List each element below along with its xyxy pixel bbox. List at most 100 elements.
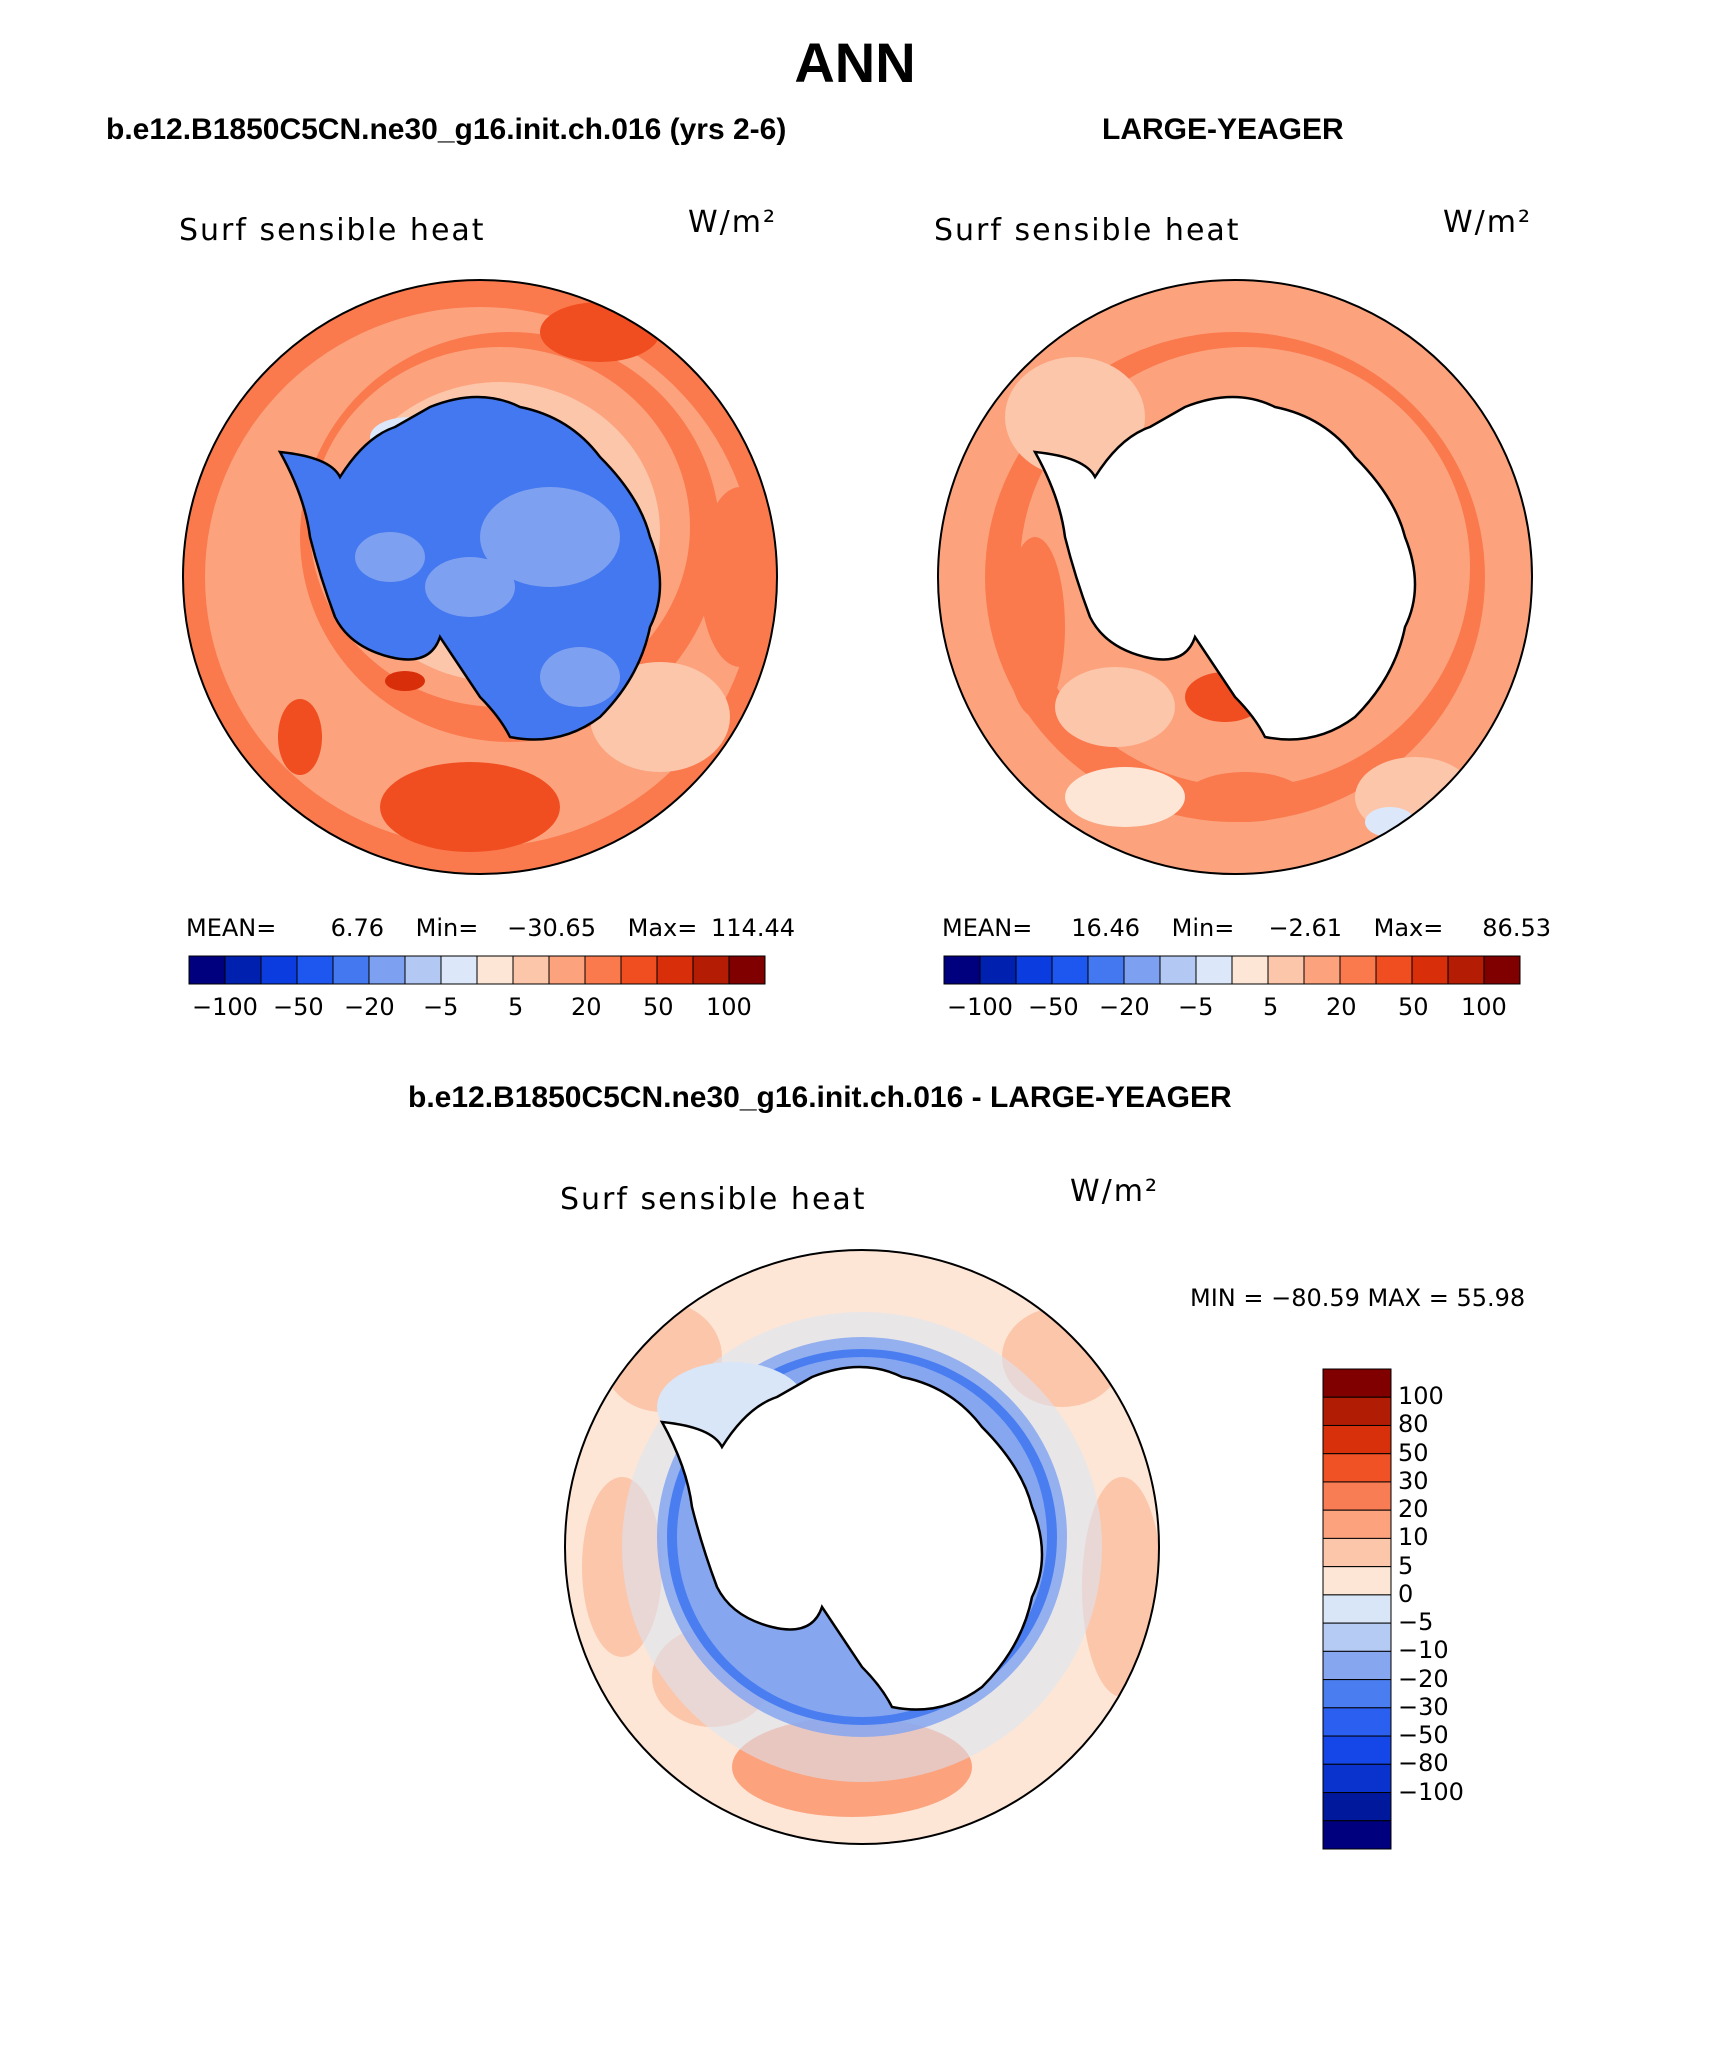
cb-tick: −10	[1398, 1636, 1449, 1664]
colorbar-swatch	[1322, 1679, 1392, 1709]
colorbar-swatch	[548, 955, 586, 985]
colorbar-swatch	[1483, 955, 1521, 985]
cb-tick: −80	[1398, 1749, 1449, 1777]
contour-band	[540, 302, 660, 362]
colorbar-swatch	[1322, 1820, 1392, 1850]
max-value: 86.53	[1482, 914, 1551, 942]
min-label: Min=	[1171, 914, 1235, 942]
top-left-polar-map	[182, 279, 778, 875]
top-left-units-label: W/m²	[688, 205, 778, 240]
colorbar-swatch	[1322, 1707, 1392, 1737]
colorbar-swatch	[512, 955, 550, 985]
min-value: −2.61	[1268, 914, 1342, 942]
contour-band	[1082, 1477, 1159, 1697]
top-right-stats: MEAN= 16.46 Min= −2.61 Max= 86.53	[942, 914, 1551, 942]
colorbar-swatch	[1159, 955, 1197, 985]
contour-band	[355, 532, 425, 582]
contour-band	[1005, 537, 1065, 717]
colorbar-swatch	[1322, 1537, 1392, 1568]
cb-tick: −100	[192, 993, 258, 1021]
colorbar-swatch	[260, 955, 298, 985]
cb-tick: 0	[1398, 1580, 1414, 1608]
colorbar-swatch	[1322, 1396, 1392, 1426]
cb-tick: −100	[1398, 1778, 1464, 1806]
top-left-variable-label: Surf sensible heat	[179, 213, 486, 248]
map-boundary	[564, 1249, 1160, 1845]
cb-tick: 5	[1263, 993, 1279, 1021]
colorbar-swatch	[1447, 955, 1485, 985]
colorbar-swatch	[1322, 1368, 1392, 1398]
cb-tick: 5	[1398, 1552, 1414, 1580]
top-right-case-title: LARGE-YEAGER	[1102, 113, 1344, 146]
cb-tick: 80	[1398, 1410, 1429, 1438]
cb-tick: −50	[1398, 1721, 1449, 1749]
cb-tick: 100	[706, 993, 752, 1021]
cb-tick: 20	[1398, 1495, 1429, 1523]
colorbar-swatch	[1375, 955, 1413, 985]
antarctica-landmass	[659, 1365, 1044, 1711]
contour-band	[590, 662, 730, 772]
max-value: 114.44	[711, 914, 795, 942]
colorbar-swatch	[440, 955, 478, 985]
colorbar-swatch	[224, 955, 262, 985]
mean-value: 16.46	[1071, 914, 1140, 942]
min-label: Min=	[415, 914, 479, 942]
contour-band	[1065, 767, 1185, 827]
colorbar-swatch	[1322, 1594, 1392, 1624]
colorbar-swatch	[188, 955, 226, 985]
min-value: −30.65	[507, 914, 596, 942]
colorbar-swatch	[943, 955, 981, 985]
top-right-variable-label: Surf sensible heat	[934, 213, 1241, 248]
colorbar-swatch	[368, 955, 406, 985]
map-boundary	[182, 279, 778, 875]
colorbar-swatch	[1322, 1763, 1392, 1794]
colorbar-swatch	[332, 955, 370, 985]
colorbar-swatch	[1195, 955, 1233, 985]
cb-tick: −100	[947, 993, 1013, 1021]
contour-band	[480, 487, 620, 587]
colorbar-swatch	[620, 955, 658, 985]
colorbar-swatch	[1322, 1424, 1392, 1455]
colorbar-swatch	[1051, 955, 1089, 985]
mean-value: 6.76	[330, 914, 384, 942]
top-left-stats: MEAN= 6.76 Min= −30.65 Max= 114.44	[186, 914, 795, 942]
colorbar-swatch	[584, 955, 622, 985]
cb-tick: −20	[344, 993, 395, 1021]
bottom-colorbar	[1322, 1368, 1392, 1850]
cb-tick: 20	[571, 993, 602, 1021]
contour-band	[1055, 667, 1175, 747]
colorbar-swatch	[1339, 955, 1377, 985]
cb-tick: −50	[1028, 993, 1079, 1021]
colorbar-swatch	[1123, 955, 1161, 985]
colorbar-swatch	[728, 955, 766, 985]
colorbar-swatch	[1267, 955, 1305, 985]
top-right-units-label: W/m²	[1443, 205, 1533, 240]
colorbar-swatch	[1322, 1566, 1392, 1596]
contour-band	[385, 671, 425, 691]
map-boundary	[937, 279, 1533, 875]
colorbar-swatch	[1322, 1509, 1392, 1539]
cb-tick: −20	[1099, 993, 1150, 1021]
cb-tick: −20	[1398, 1665, 1449, 1693]
contour-band	[540, 647, 620, 707]
contour-band	[278, 699, 322, 775]
bottom-variable-label: Surf sensible heat	[560, 1182, 867, 1217]
contour-band	[380, 762, 560, 852]
top-right-colorbar	[943, 955, 1521, 985]
cb-tick: 100	[1461, 993, 1507, 1021]
colorbar-swatch	[1303, 955, 1341, 985]
cb-tick: −5	[1398, 1608, 1434, 1636]
top-right-polar-map	[937, 279, 1533, 875]
contour-band	[1365, 807, 1415, 837]
contour-band	[1005, 357, 1145, 477]
cb-tick: 5	[508, 993, 524, 1021]
cb-tick: −30	[1398, 1693, 1449, 1721]
colorbar-swatch	[296, 955, 334, 985]
mean-label: MEAN=	[186, 914, 277, 942]
colorbar-swatch	[404, 955, 442, 985]
colorbar-swatch	[1322, 1650, 1392, 1681]
cb-tick: 20	[1326, 993, 1357, 1021]
contour-band	[700, 487, 777, 667]
max-label: Max=	[627, 914, 698, 942]
cb-tick: 50	[1398, 1439, 1429, 1467]
